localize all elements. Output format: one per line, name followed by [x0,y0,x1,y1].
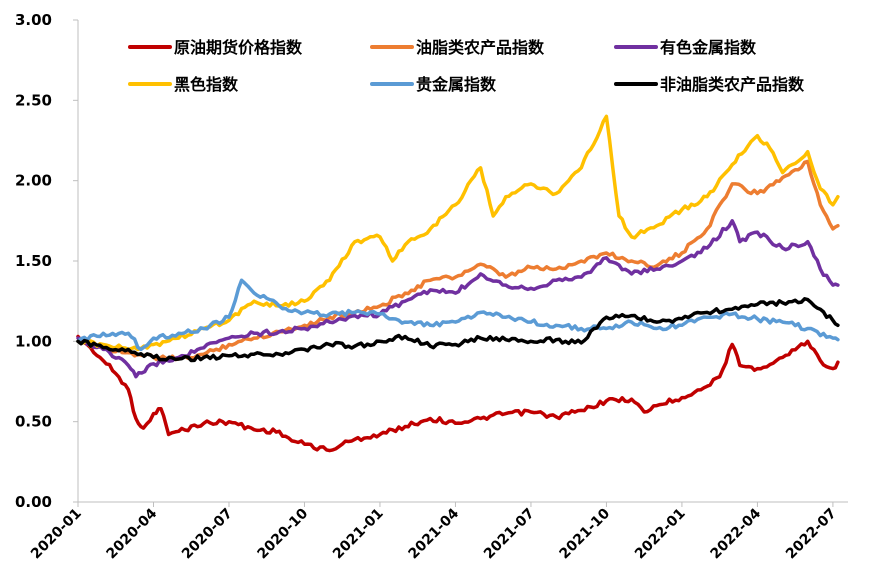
x-tick-label: 2022-07 [783,506,840,563]
x-tick-label: 2022-04 [707,505,764,562]
x-tick-label: 2021-01 [330,506,387,563]
y-tick-label: 1.00 [15,332,52,350]
series-line-6 [76,297,840,363]
legend-item-1: 原油期货价格指数 [128,38,303,57]
y-tick-label: 0.00 [15,493,52,511]
x-tick-label: 2020-07 [179,506,236,563]
series-line-1 [76,334,840,453]
y-tick-label: 1.50 [15,252,52,270]
series-line-2 [76,159,840,362]
y-tick-label: 2.00 [15,172,52,190]
x-tick-label: 2021-10 [557,505,614,562]
x-tick-label: 2020-01 [28,506,85,563]
x-tick-label: 2021-07 [481,506,538,563]
y-tick-label: 3.00 [15,11,52,29]
legend-item-5: 贵金属指数 [370,75,497,94]
y-tick-label: 2.50 [15,91,52,109]
legend-label: 有色金属指数 [660,38,757,57]
legend-label: 原油期货价格指数 [174,38,303,57]
legend-item-4: 黑色指数 [128,75,239,94]
series-line-3 [76,219,840,379]
legend-item-3: 有色金属指数 [614,38,757,57]
legend-label: 贵金属指数 [416,75,497,94]
y-tick-label: 0.50 [15,413,52,431]
x-tick-label: 2022-01 [632,506,689,563]
legend-item-6: 非油脂类农产品指数 [614,75,805,94]
legend-item-2: 油脂类农产品指数 [370,38,545,57]
series-layer [76,114,840,453]
x-tick-label: 2021-04 [406,505,463,562]
series-line-5 [76,278,840,352]
x-tick-label: 2020-04 [104,505,161,562]
x-tick-label: 2020-10 [255,505,312,562]
legend-label: 非油脂类农产品指数 [660,75,805,94]
legend-label: 黑色指数 [174,75,239,94]
legend-label: 油脂类农产品指数 [416,38,545,57]
